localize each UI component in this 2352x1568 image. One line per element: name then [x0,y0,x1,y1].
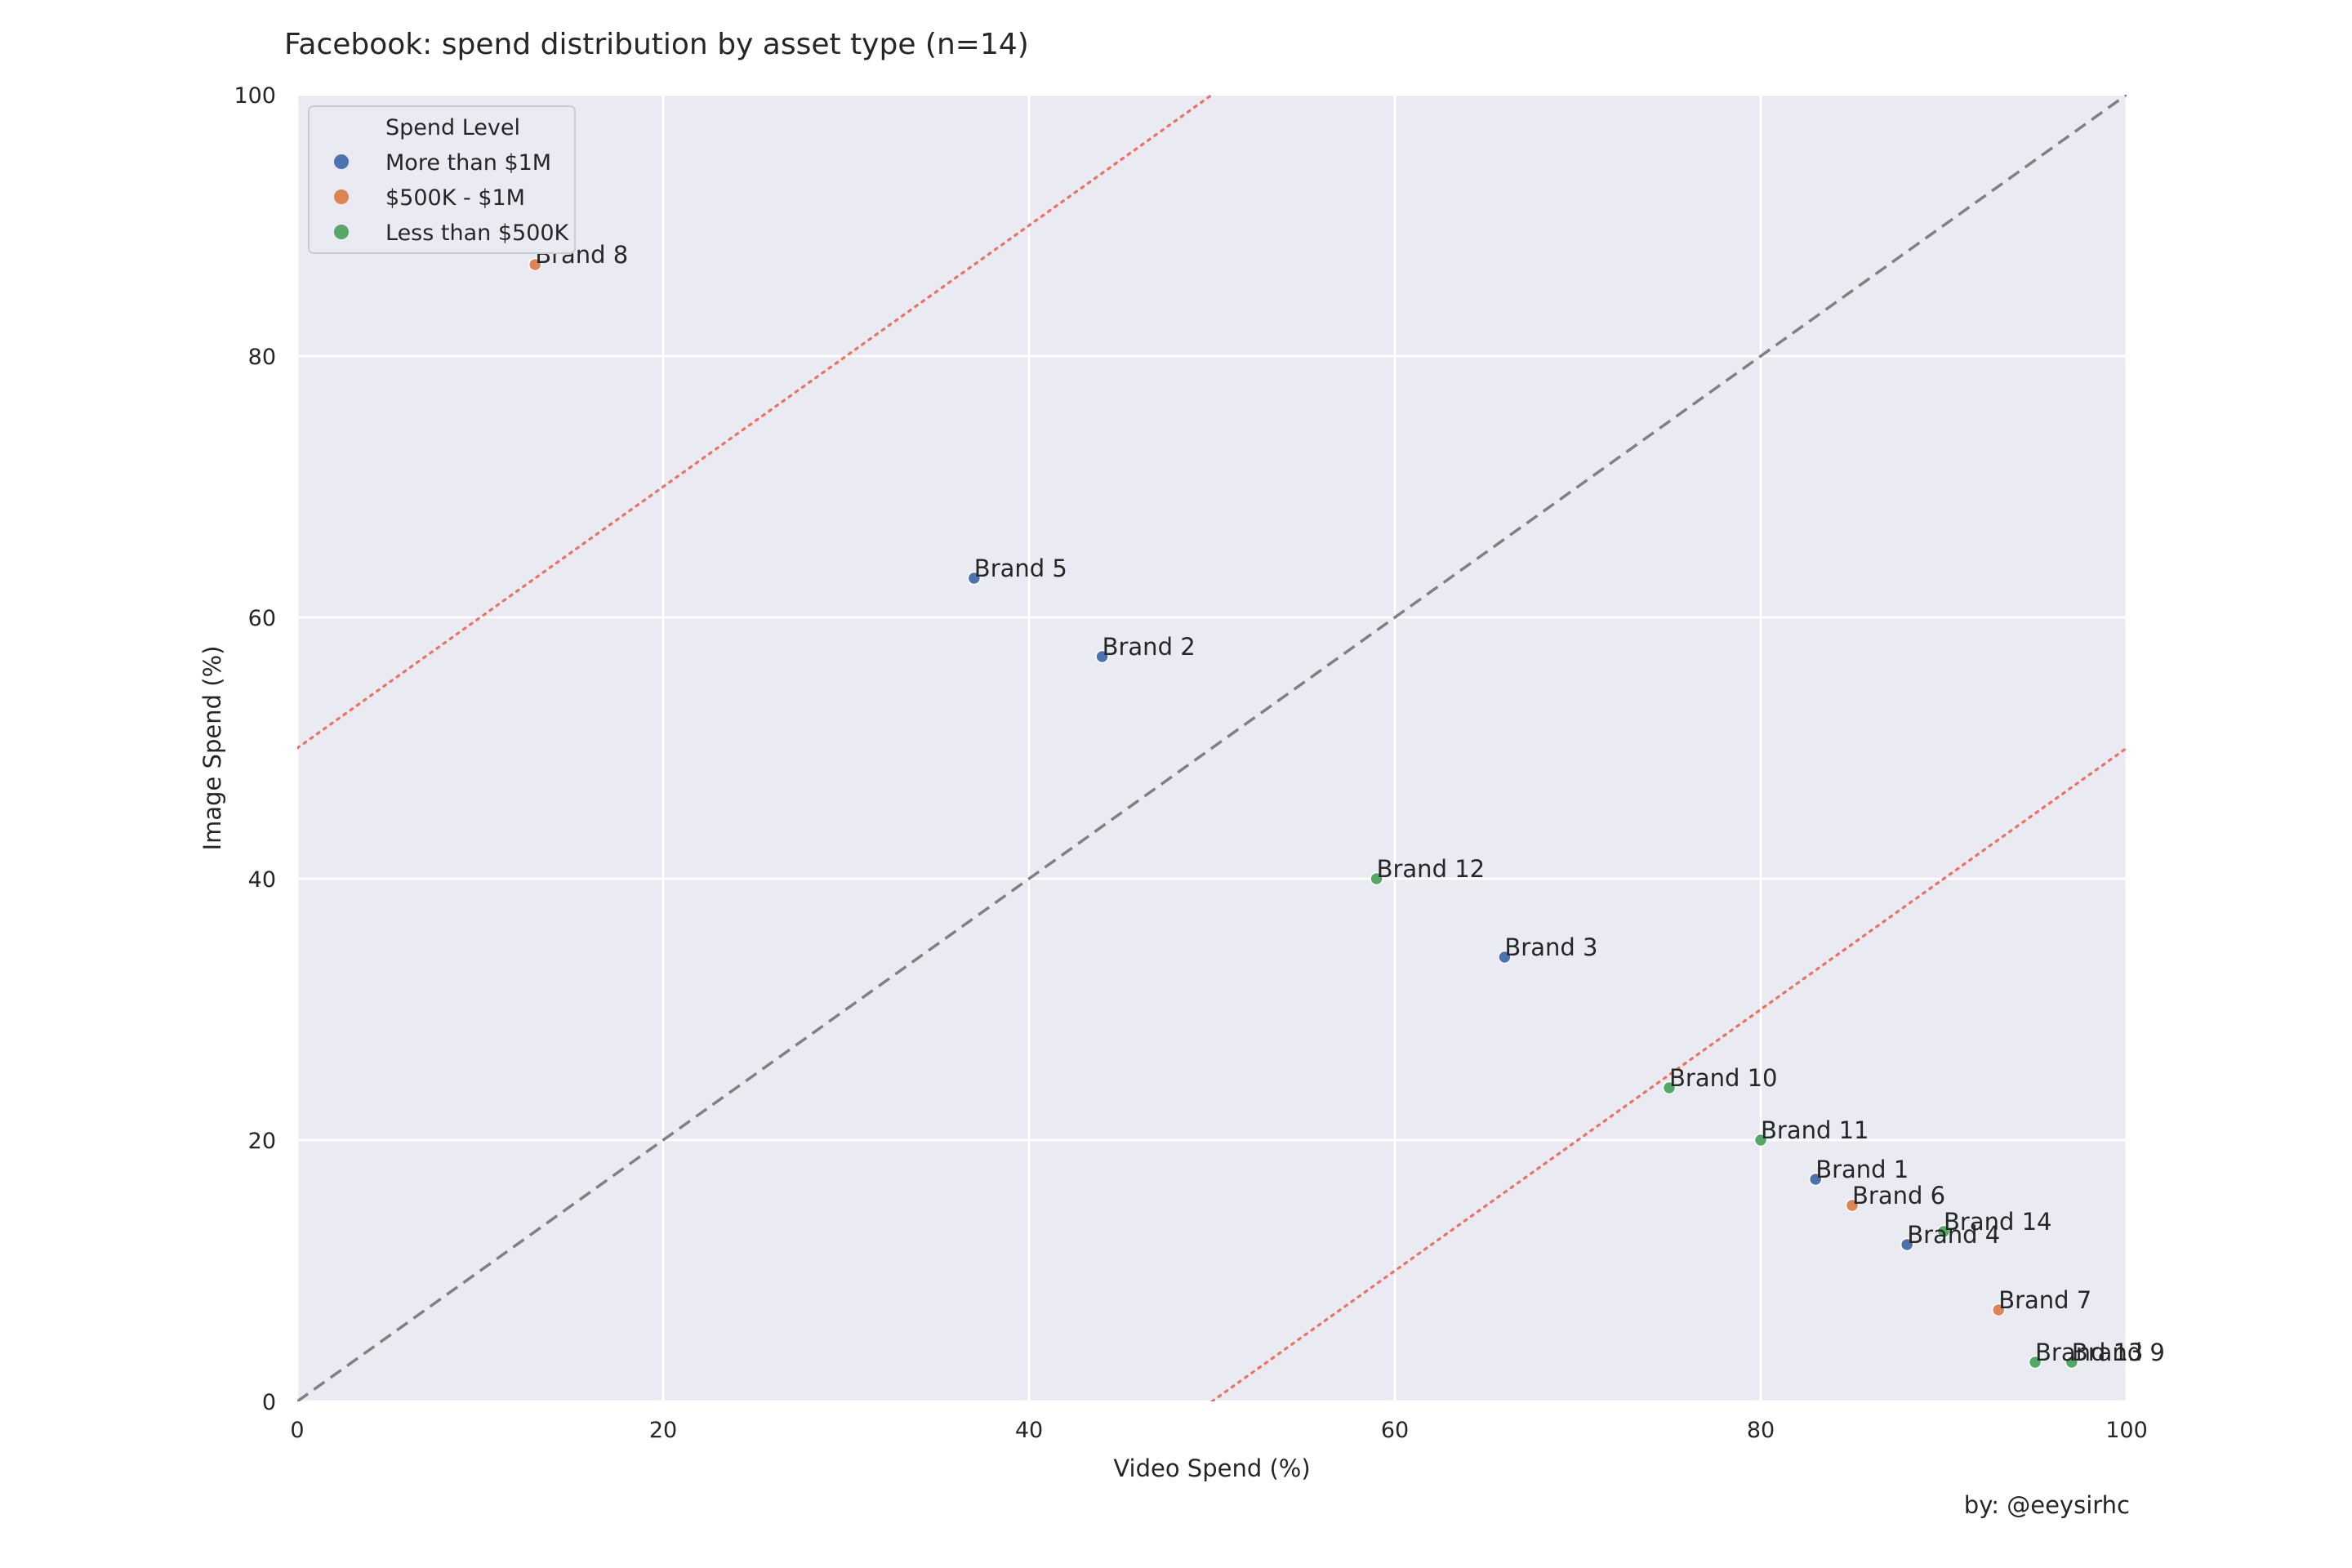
x-tick-label: 20 [649,1418,677,1443]
data-point [1753,1133,1768,1147]
data-point [967,571,982,586]
x-axis-ticks: 0 20 40 60 80 100 [290,1418,2147,1443]
legend-title: Spend Level [385,115,520,140]
legend-box [308,105,576,254]
x-tick-label: 80 [1747,1418,1775,1443]
data-point [528,257,542,272]
data-label: Brand 9 [2072,1339,2165,1366]
legend-label: $500K - $1M [385,185,525,211]
chart-title: Facebook: spend distribution by asset ty… [284,28,1029,61]
legend-label: More than $1M [385,150,551,176]
data-label: Brand 7 [1998,1286,2091,1314]
y-tick-label: 40 [248,867,276,893]
data-label: Brand 4 [1907,1221,2000,1249]
data-point [1370,871,1383,886]
data-point [1498,950,1512,964]
data-label: Brand 11 [1761,1116,1869,1144]
legend-marker [334,154,349,169]
y-tick-label: 80 [248,345,276,370]
data-point [1662,1080,1677,1095]
y-axis-ticks: 0 20 40 60 80 100 [234,83,276,1415]
grid-lines [296,93,2128,1403]
data-label: Brand 10 [1669,1064,1778,1092]
legend: Spend Level More than $1M $500K - $1M Less… [308,105,576,254]
data-point [1808,1172,1823,1187]
data-point [1991,1303,2006,1317]
data-label: Brand 12 [1377,855,1486,883]
legend-marker [334,225,349,239]
data-point [2028,1355,2042,1370]
x-tick-label: 60 [1381,1418,1409,1443]
data-point [1900,1237,1914,1252]
x-tick-label: 40 [1015,1418,1043,1443]
y-tick-label: 100 [234,83,276,109]
y-tick-label: 20 [248,1129,276,1154]
data-points [528,257,2079,1370]
offset-reference-line [1210,746,2127,1401]
legend-label: Less than $500K [385,220,570,246]
data-label: Brand 6 [1852,1182,1945,1209]
offset-reference-line [297,95,1214,750]
legend-items: More than $1M $500K - $1M Less than $500K [334,150,570,246]
y-axis-label: Image Spend (%) [198,646,226,851]
data-point [1936,1224,1951,1239]
y-tick-label: 60 [248,606,276,631]
data-point [1095,649,1109,664]
data-point [2065,1355,2079,1370]
diagonal-reference-line [297,95,2127,1401]
data-label: Brand 2 [1102,633,1196,661]
x-tick-label: 0 [290,1418,304,1443]
data-label: Brand 5 [974,555,1067,582]
data-label: Brand 1 [1815,1156,1909,1183]
data-label: Brand 14 [1944,1208,2052,1236]
legend-marker [334,189,349,204]
reference-lines [297,95,2127,1401]
y-tick-label: 0 [262,1390,276,1415]
data-label: Brand 13 [2035,1339,2144,1366]
x-axis-label: Video Spend (%) [1113,1454,1310,1482]
credit-text: by: @eeysirhc [1964,1491,2130,1519]
data-label: Brand 3 [1504,933,1597,961]
data-point [1845,1198,1860,1213]
x-tick-label: 100 [2105,1418,2148,1443]
